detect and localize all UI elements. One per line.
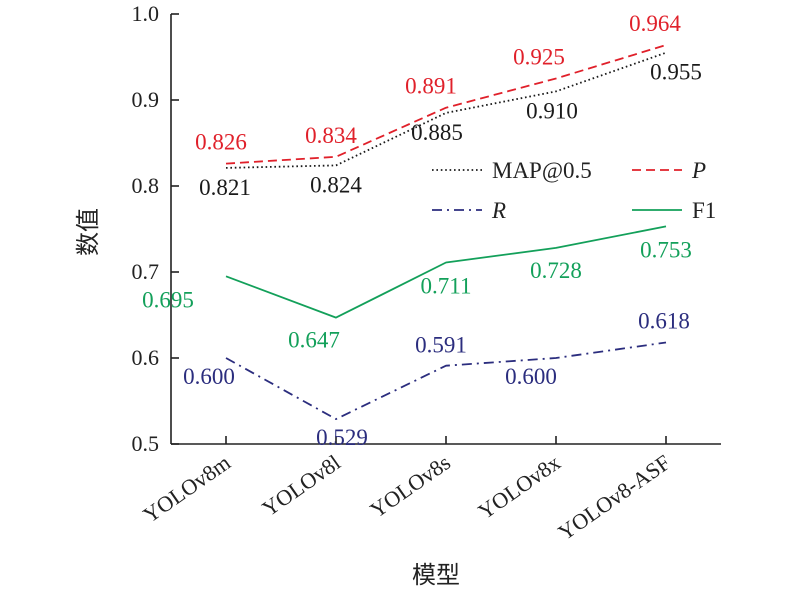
- x-axis-title: 模型: [412, 561, 460, 589]
- series-line-map: [225, 51, 667, 169]
- data-label-f1: 0.695: [142, 287, 194, 312]
- data-label-r: 0.600: [183, 364, 235, 389]
- data-label-map: 0.885: [411, 120, 463, 145]
- x-tick-label: YOLOv8s: [365, 450, 454, 523]
- data-label-p: 0.826: [195, 130, 247, 155]
- legend-label-p: P: [691, 158, 706, 183]
- x-tick-label: YOLOv8x: [473, 450, 564, 524]
- y-tick-label: 1.0: [132, 1, 160, 26]
- y-tick-label: 0.9: [132, 87, 160, 112]
- data-label-map: 0.821: [199, 175, 251, 200]
- data-label-p: 0.964: [629, 11, 681, 36]
- data-label-f1: 0.753: [640, 237, 692, 262]
- series-line-f1: [225, 225, 667, 319]
- data-label-map: 0.824: [310, 172, 362, 197]
- data-label-r: 0.600: [505, 364, 557, 389]
- data-label-f1: 0.728: [530, 258, 582, 283]
- data-label-r: 0.591: [415, 333, 467, 358]
- data-label-r: 0.529: [316, 425, 368, 450]
- data-label-map: 0.910: [526, 98, 578, 123]
- data-label-p: 0.891: [405, 74, 457, 99]
- legend: MAP@0.5 P R F1: [432, 158, 716, 223]
- data-labels: 0.821 0.824 0.885 0.910 0.955 0.826 0.834 0.891…: [142, 11, 702, 450]
- y-tick-label: 0.8: [132, 173, 160, 198]
- legend-label-r: R: [491, 198, 506, 223]
- legend-label-f1: F1: [692, 198, 716, 223]
- data-label-r: 0.618: [638, 309, 690, 334]
- data-label-p: 0.925: [513, 45, 565, 70]
- x-tick-label: YOLOv8l: [257, 450, 344, 522]
- series-line-r: [225, 341, 667, 421]
- series-lines: [225, 44, 667, 421]
- y-tick-label: 0.7: [132, 259, 160, 284]
- data-label-map: 0.955: [650, 60, 702, 85]
- data-label-f1: 0.711: [421, 274, 472, 299]
- y-tick-label: 0.6: [132, 345, 160, 370]
- series-line-p: [225, 44, 667, 165]
- data-label-p: 0.834: [305, 123, 357, 148]
- x-tick-label: YOLOv8-ASF: [553, 450, 674, 546]
- y-tick-label: 0.5: [132, 431, 160, 456]
- data-label-f1: 0.647: [288, 328, 340, 353]
- legend-label-map: MAP@0.5: [492, 158, 592, 183]
- y-axis-title: 数值: [74, 208, 102, 256]
- x-tick-label: YOLOv8m: [138, 450, 234, 528]
